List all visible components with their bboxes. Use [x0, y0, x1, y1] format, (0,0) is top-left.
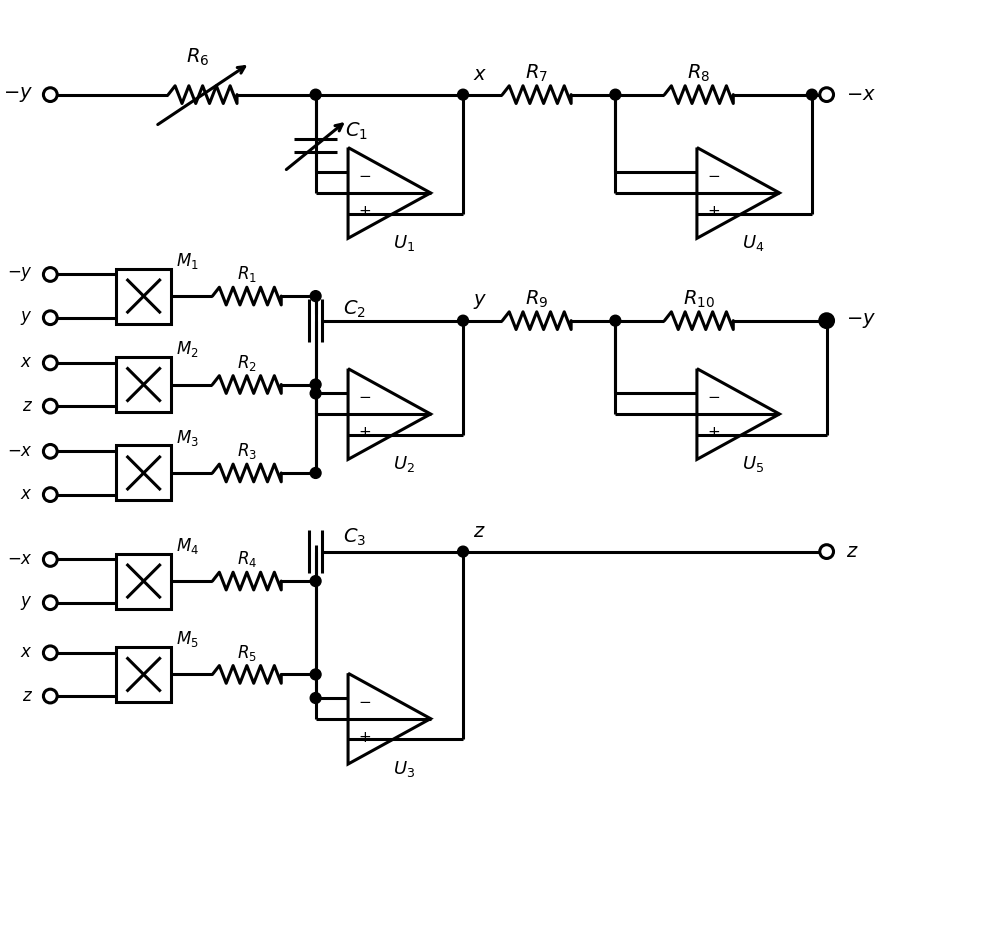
Text: $R_2$: $R_2$ — [237, 353, 257, 372]
Text: $-x$: $-x$ — [7, 443, 33, 460]
Text: $U_3$: $U_3$ — [393, 759, 415, 779]
Text: $R_6$: $R_6$ — [186, 46, 209, 68]
Circle shape — [458, 546, 468, 557]
Text: $z$: $z$ — [22, 687, 33, 704]
Text: $x$: $x$ — [20, 644, 33, 661]
Text: $-y$: $-y$ — [7, 266, 33, 284]
Text: $R_1$: $R_1$ — [237, 264, 257, 285]
Text: $+$: $+$ — [358, 425, 371, 440]
Text: $M_1$: $M_1$ — [176, 251, 199, 271]
Text: $U_4$: $U_4$ — [742, 233, 764, 254]
Circle shape — [310, 290, 321, 302]
Bar — [116, 445, 171, 501]
Text: $x$: $x$ — [20, 355, 33, 372]
Text: $U_2$: $U_2$ — [393, 455, 415, 474]
Text: $y$: $y$ — [20, 594, 33, 612]
Text: $z$: $z$ — [846, 542, 859, 560]
Text: $z$: $z$ — [473, 523, 486, 541]
Text: $x$: $x$ — [473, 66, 487, 84]
Text: $-y$: $-y$ — [3, 85, 33, 104]
Text: $-y$: $-y$ — [846, 311, 876, 330]
Text: $y$: $y$ — [20, 308, 33, 326]
Text: $M_2$: $M_2$ — [176, 339, 199, 359]
Text: $-$: $-$ — [358, 167, 371, 182]
Text: $+$: $+$ — [358, 730, 371, 745]
Circle shape — [458, 90, 468, 100]
Text: $C_3$: $C_3$ — [343, 526, 366, 548]
Circle shape — [310, 692, 321, 703]
Circle shape — [610, 90, 621, 100]
Text: $C_1$: $C_1$ — [345, 121, 368, 141]
Circle shape — [310, 388, 321, 399]
Bar — [116, 554, 171, 608]
Text: $R_9$: $R_9$ — [525, 289, 548, 309]
Text: $y$: $y$ — [473, 291, 487, 310]
Circle shape — [310, 575, 321, 587]
Text: $U_1$: $U_1$ — [393, 233, 415, 254]
Text: $R_{10}$: $R_{10}$ — [683, 289, 715, 309]
Text: $-x$: $-x$ — [846, 86, 876, 104]
Text: $-$: $-$ — [358, 388, 371, 403]
Text: $R_7$: $R_7$ — [525, 62, 548, 84]
Text: $-$: $-$ — [358, 692, 371, 707]
Text: $x$: $x$ — [20, 486, 33, 504]
Circle shape — [310, 468, 321, 478]
Text: $U_5$: $U_5$ — [742, 455, 764, 474]
Text: $-$: $-$ — [707, 167, 720, 182]
Circle shape — [806, 90, 817, 100]
Text: $R_8$: $R_8$ — [687, 62, 710, 84]
Text: $z$: $z$ — [22, 398, 33, 415]
Text: $+$: $+$ — [707, 425, 720, 440]
Bar — [116, 269, 171, 323]
Circle shape — [610, 315, 621, 326]
Circle shape — [310, 379, 321, 390]
Text: $C_2$: $C_2$ — [343, 298, 366, 320]
Bar — [116, 357, 171, 412]
Text: $-$: $-$ — [707, 388, 720, 403]
Text: $M_4$: $M_4$ — [176, 536, 199, 555]
Text: $R_3$: $R_3$ — [237, 441, 257, 461]
Text: $-x$: $-x$ — [7, 551, 33, 568]
Text: $R_5$: $R_5$ — [237, 643, 257, 663]
Text: $+$: $+$ — [707, 204, 720, 219]
Text: $R_4$: $R_4$ — [237, 550, 257, 570]
Text: $+$: $+$ — [358, 204, 371, 219]
Circle shape — [458, 315, 468, 326]
Text: $M_5$: $M_5$ — [176, 629, 199, 649]
Circle shape — [310, 669, 321, 680]
Circle shape — [310, 90, 321, 100]
Text: $M_3$: $M_3$ — [176, 427, 199, 448]
Bar — [116, 647, 171, 702]
Circle shape — [821, 315, 832, 326]
